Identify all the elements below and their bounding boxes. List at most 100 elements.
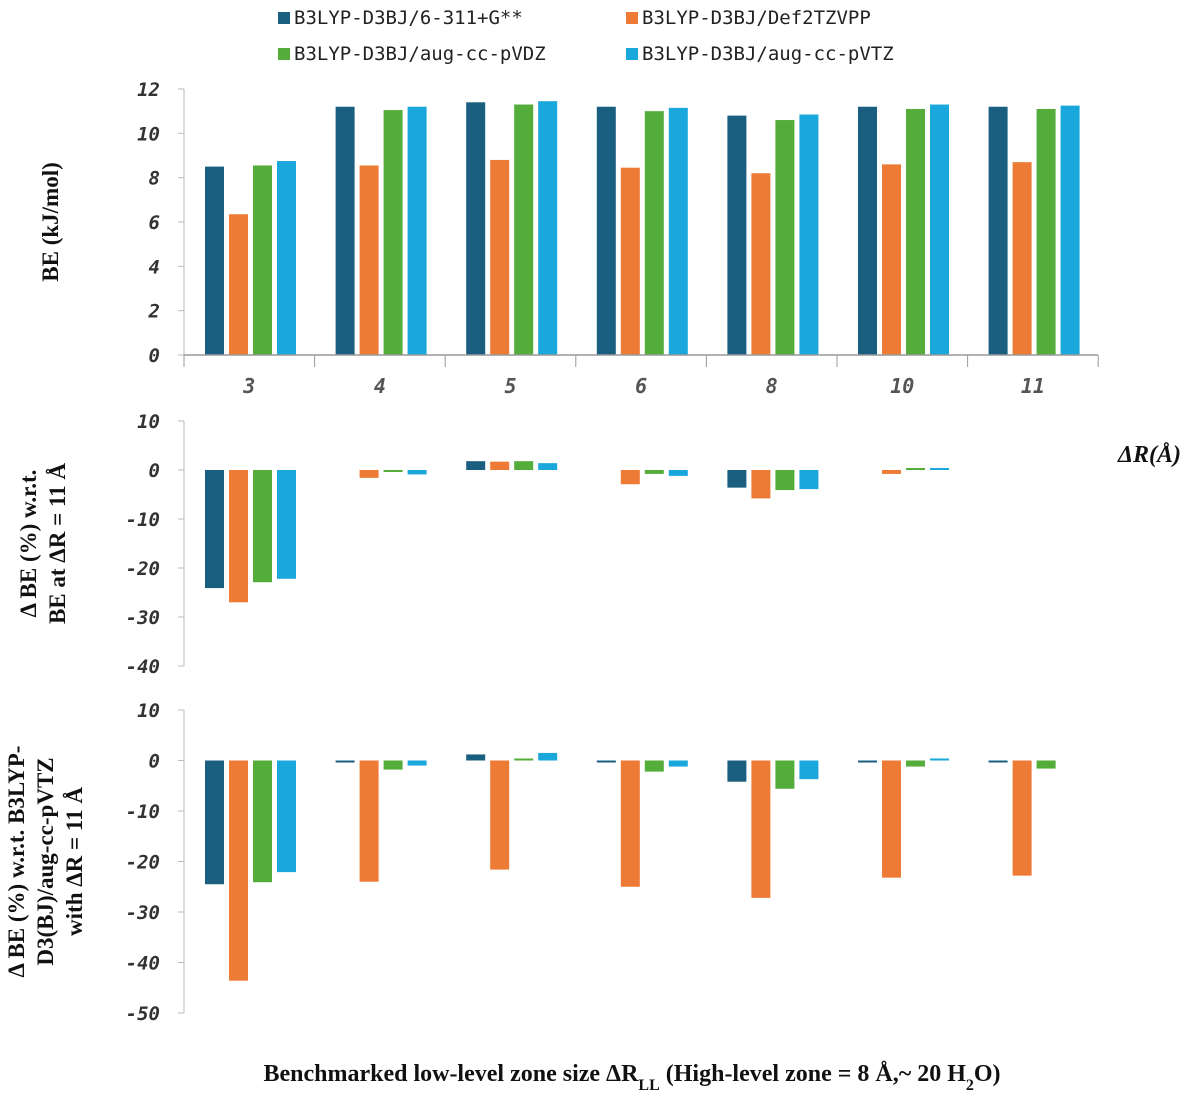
bar [775,470,795,491]
bar [514,758,534,761]
y-tick-label: 10 [137,700,160,722]
bar [751,470,771,499]
legend-label: B3LYP-D3BJ/6-311+G** [294,7,523,29]
y-tick-label: -40 [126,656,160,678]
bar [882,164,901,355]
y-tick-label: 0 [149,751,160,773]
legend-swatch [278,48,290,60]
y-tick-label: -10 [126,801,160,823]
x-tick-label: 3 [242,374,255,398]
y-tick-label: 10 [137,123,160,145]
bar [620,760,640,887]
x-tick-label: 6 [635,374,647,398]
bar [205,166,224,355]
bar [253,470,272,583]
bar [466,102,486,355]
bar [596,760,616,763]
bar [644,760,664,772]
bar [490,760,510,870]
bar [620,470,640,485]
legend-label: B3LYP-D3BJ/aug-cc-pVTZ [642,43,894,65]
bar [668,470,688,476]
bar [882,470,901,474]
be-panel: 0 2 4 6 8 10 12 3 4 5 6 8 10 11 BE (kJ/mol) [38,79,1099,398]
y-tick-label: -40 [126,953,160,975]
bar [466,754,486,761]
bar [799,760,819,780]
bar [799,114,819,355]
y-tick-label: 10 [137,411,160,433]
bar [407,106,427,355]
bar [727,760,747,782]
y-tick-label: 6 [149,212,160,234]
bar [668,760,688,767]
bar [858,760,877,763]
bar [229,470,248,603]
bar [906,468,925,470]
bar [407,470,427,475]
bar [229,214,248,355]
bar [858,106,877,355]
bar [205,470,224,589]
y-tick-label: -30 [126,607,160,629]
bar [727,115,747,355]
x-tick-label: 10 [890,374,914,398]
bar [620,167,640,355]
y-tick-label: -10 [126,509,160,531]
bar [751,760,771,898]
bar [490,461,510,470]
y-tick-label: -30 [126,902,160,924]
bar [490,159,510,355]
x-tick-label: 8 [766,374,778,398]
bar [727,470,747,488]
bar [359,470,379,478]
bar [1012,162,1032,355]
delta-be-vs-reference-panel: -50 -40 -30 -20 -10 0 10 Δ BE (%) w.r.t. B3LYP-… [4,700,1056,1025]
x-tick-label: 11 [1021,374,1045,398]
bar [335,760,355,763]
y-tick-label: 4 [149,256,160,278]
y-tick-label: -20 [126,852,160,874]
y-tick-label: 8 [149,168,160,190]
bar [229,760,248,981]
bar [1036,108,1056,355]
bar [930,468,949,470]
y-axis-label: Δ BE (%) w.r.t. BE at ΔR = 11 Å [16,463,70,624]
bar [466,461,486,470]
bar [538,101,558,355]
bar [668,107,688,355]
bar [383,110,403,355]
y-axis-label: Δ BE (%) w.r.t. B3LYP- D3(BJ)/aug-cc-pVTZ… [4,746,87,978]
bar [359,760,379,882]
bar [906,108,925,355]
bar [930,758,949,761]
bar [383,760,403,770]
bar [644,111,664,356]
legend-swatch [626,48,638,60]
bar [1012,760,1032,876]
bar [359,165,379,355]
bar [644,470,664,474]
bottom-axis-label: Benchmarked low-level zone size ΔRLL (Hi… [263,1061,1000,1094]
bar [775,760,795,789]
bar [538,752,558,761]
bar [277,161,296,355]
bar [514,104,534,356]
legend: B3LYP-D3BJ/6-311+G** B3LYP-D3BJ/Def2TZVPP… [278,7,894,65]
bar [988,106,1008,355]
y-tick-label: 0 [149,460,160,482]
bar [407,760,427,766]
bar [751,173,771,355]
bar [906,760,925,767]
bar [799,470,819,490]
y-tick-label: -50 [126,1003,160,1025]
bar [335,106,355,355]
bar [538,463,558,470]
bar [596,106,616,355]
delta-r-axis-label: ΔR(Å) [1117,442,1181,468]
bar [277,470,296,579]
y-tick-label: -20 [126,558,160,580]
bar [205,760,224,885]
bar [1060,105,1080,355]
bar [775,120,795,356]
